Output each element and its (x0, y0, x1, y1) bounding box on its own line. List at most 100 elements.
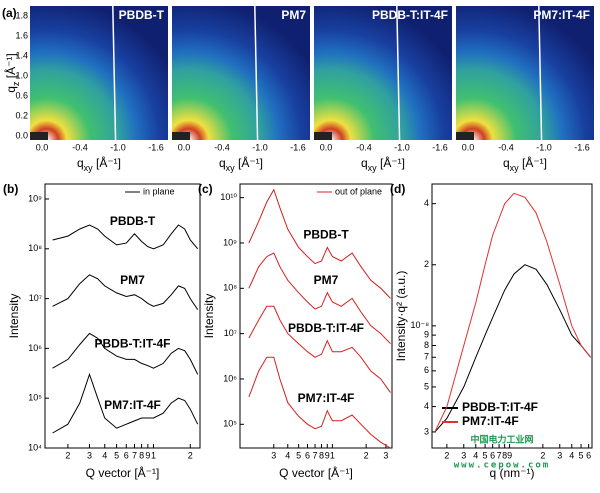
plot-frame (44, 183, 201, 449)
x-tick-label: 2 (188, 450, 193, 460)
legend-label: in plane (143, 186, 175, 196)
series-label: PM7:IT-4F (298, 391, 355, 405)
x-tick-label: 3 (383, 450, 388, 460)
axis-subscript: z (11, 81, 21, 86)
x-tick-label: 2 (364, 450, 369, 460)
axis-label: qxy [Å⁻¹] (361, 155, 405, 173)
axis-label: qxy [Å⁻¹] (503, 155, 547, 173)
series-label: PM7 (314, 273, 339, 287)
y-tick-label: 10⁹ (223, 237, 237, 247)
beam-stop (30, 132, 48, 140)
line-series (52, 332, 199, 375)
y-tick-label: 7 (424, 352, 429, 362)
y-tick-label: 10⁶ (28, 343, 42, 353)
x-tick-label: 8 (319, 450, 324, 460)
x-tick-label: 9 (507, 450, 512, 460)
x-tick-label: 1 (330, 450, 335, 460)
y-tick-label: 2 (424, 259, 429, 269)
x-tick-label: 9 (145, 450, 150, 460)
axis-unit: [Å⁻¹] (377, 155, 405, 170)
detector-gap (538, 5, 543, 141)
y-tick-label: 1.6 (15, 30, 28, 40)
y-tick-label: 10¹⁰ (220, 192, 237, 202)
giwaxs-image (30, 6, 168, 140)
x-tick-label: -1.6 (148, 142, 164, 152)
y-tick-label: 10⁵ (28, 393, 42, 403)
image-title: PBDB-T (119, 8, 165, 22)
panel-label: (b) (3, 182, 18, 196)
x-tick-label: 4 (473, 450, 478, 460)
beam-stop (172, 132, 190, 140)
giwaxs-image (456, 6, 594, 140)
x-tick-label: 4 (102, 450, 107, 460)
x-tick-label: 0.0 (462, 142, 475, 152)
axis-symbol: q (4, 86, 18, 93)
line-series (52, 224, 199, 250)
line-series (52, 372, 199, 434)
y-tick-label: 0.6 (15, 90, 28, 100)
x-tick-label: 4 (285, 450, 290, 460)
x-tick-label: 8 (502, 450, 507, 460)
x-tick-label: -1.6 (432, 142, 448, 152)
x-tick-label: 5 (579, 450, 584, 460)
axis-symbol: q (503, 156, 510, 170)
axis-subscript: xy (84, 163, 94, 173)
x-tick-label: 2 (65, 450, 70, 460)
x-tick-label: 3 (271, 450, 276, 460)
x-tick-label: -0.4 (498, 142, 514, 152)
plot-frame (239, 183, 393, 449)
x-tick-label: 0.0 (36, 142, 49, 152)
series-label: PM7 (120, 273, 145, 287)
giwaxs-image (314, 6, 452, 140)
y-tick-label: 5 (424, 381, 429, 391)
y-tick-label: 0.0 (15, 130, 28, 140)
y-tick-label: 0.2 (15, 110, 28, 120)
legend-label: out of plane (335, 186, 382, 196)
x-tick-label: -1.6 (574, 142, 590, 152)
line-series (248, 356, 391, 449)
y-tick-label: 9 (424, 329, 429, 339)
panel-label: (c) (198, 182, 213, 196)
y-tick-label: 10⁹ (28, 193, 42, 203)
x-tick-label: -1.6 (290, 142, 306, 152)
y-tick-label: 8 (424, 340, 429, 350)
x-axis-label: q (nm⁻¹) (490, 466, 535, 480)
y-axis-label: Intensity·q² (a.u.) (394, 271, 408, 362)
y-tick-label: 4 (424, 198, 429, 208)
x-tick-label: 3 (87, 450, 92, 460)
x-tick-label: 3 (461, 450, 466, 460)
y-axis-label: Intensity (7, 294, 21, 339)
watermark-url: www.cepow.com (454, 461, 550, 471)
axis-subscript: xy (368, 163, 378, 173)
x-tick-label: 6 (305, 450, 310, 460)
y-tick-label: 10⁷ (29, 293, 42, 303)
y-tick-label: 10⁸ (223, 283, 237, 293)
legend-label: PBDB-T:IT-4F (462, 400, 538, 414)
x-axis-label: Q vector [Å⁻¹] (86, 465, 160, 480)
axis-symbol: q (219, 156, 226, 170)
x-tick-label: 6 (490, 450, 495, 460)
y-tick-label: 1.0 (15, 70, 28, 80)
axis-label: qxy [Å⁻¹] (219, 155, 263, 173)
line-series (52, 274, 199, 310)
x-tick-label: 0.0 (178, 142, 191, 152)
beam-stop (314, 132, 332, 140)
x-axis-label: Q vector [Å⁻¹] (279, 465, 353, 480)
y-tick-label: 10⁵ (223, 419, 237, 429)
x-tick-label: 7 (132, 450, 137, 460)
axis-unit: [Å⁻¹] (235, 155, 263, 170)
line-series (248, 252, 391, 345)
image-title: PM7 (281, 8, 306, 22)
y-tick-label: 10⁷ (224, 328, 237, 338)
y-tick-label: 10⁻⁸ (410, 320, 429, 330)
x-tick-label: 6 (124, 450, 129, 460)
plot-frame (431, 183, 593, 449)
axis-label: qxy [Å⁻¹] (77, 155, 121, 173)
x-tick-label: -1.0 (110, 142, 126, 152)
panel-label: (d) (390, 182, 405, 196)
detector-gap (112, 5, 117, 141)
series-label: PBDB-T:IT-4F (288, 321, 364, 335)
x-tick-label: -0.4 (356, 142, 372, 152)
series-label: PM7:IT-4F (104, 398, 161, 412)
